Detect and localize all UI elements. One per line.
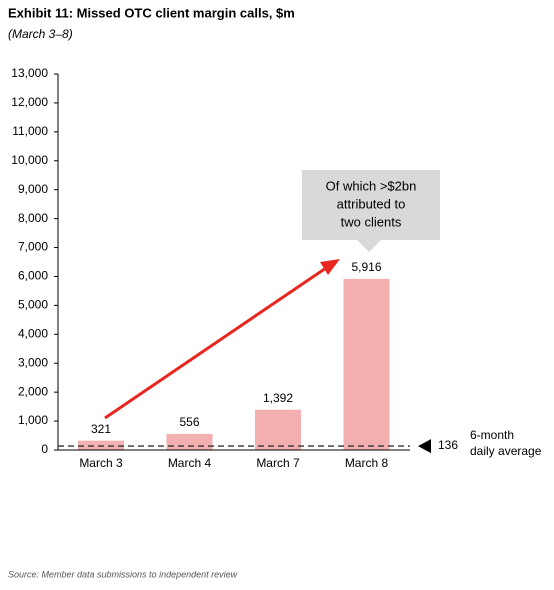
callout-box	[302, 170, 440, 240]
y-tick-label: 9,000	[18, 182, 48, 196]
x-tick-label: March 4	[168, 456, 212, 470]
value-label: 1,392	[263, 391, 293, 405]
x-tick-label: March 3	[79, 456, 123, 470]
reference-marker	[418, 439, 431, 454]
source-note: Source: Member data submissions to indep…	[8, 569, 238, 579]
y-tick-label: 5,000	[18, 298, 48, 312]
callout-text: two clients	[341, 214, 402, 229]
y-tick-label: 13,000	[11, 66, 48, 80]
bar	[255, 409, 301, 450]
callout-text: Of which >$2bn	[326, 178, 417, 193]
x-tick-label: March 7	[256, 456, 300, 470]
callout-pointer	[357, 240, 381, 252]
reference-value: 136	[438, 438, 458, 452]
chart-title: Exhibit 11: Missed OTC client margin cal…	[8, 5, 295, 20]
callout-text: attributed to	[337, 196, 406, 211]
y-tick-label: 7,000	[18, 240, 48, 254]
y-tick-label: 12,000	[11, 95, 48, 109]
y-tick-label: 1,000	[18, 413, 48, 427]
y-tick-label: 0	[41, 442, 48, 456]
bar	[78, 440, 124, 450]
y-tick-label: 2,000	[18, 384, 48, 398]
y-tick-label: 6,000	[18, 269, 48, 283]
value-label: 5,916	[351, 260, 381, 274]
value-label: 321	[91, 422, 111, 436]
y-tick-label: 11,000	[12, 124, 48, 138]
value-label: 556	[179, 415, 199, 429]
chart-subtitle: (March 3–8)	[8, 27, 73, 41]
y-tick-label: 8,000	[18, 211, 48, 225]
trend-arrow-head	[320, 259, 340, 275]
y-tick-label: 3,000	[18, 355, 48, 369]
x-tick-label: March 8	[345, 456, 389, 470]
reference-text: 6-month	[470, 428, 514, 442]
y-tick-label: 10,000	[11, 153, 48, 167]
y-tick-label: 4,000	[18, 326, 48, 340]
bar	[166, 433, 213, 450]
trend-arrow	[104, 266, 327, 420]
reference-text: daily average	[470, 444, 542, 458]
bar	[343, 278, 390, 450]
